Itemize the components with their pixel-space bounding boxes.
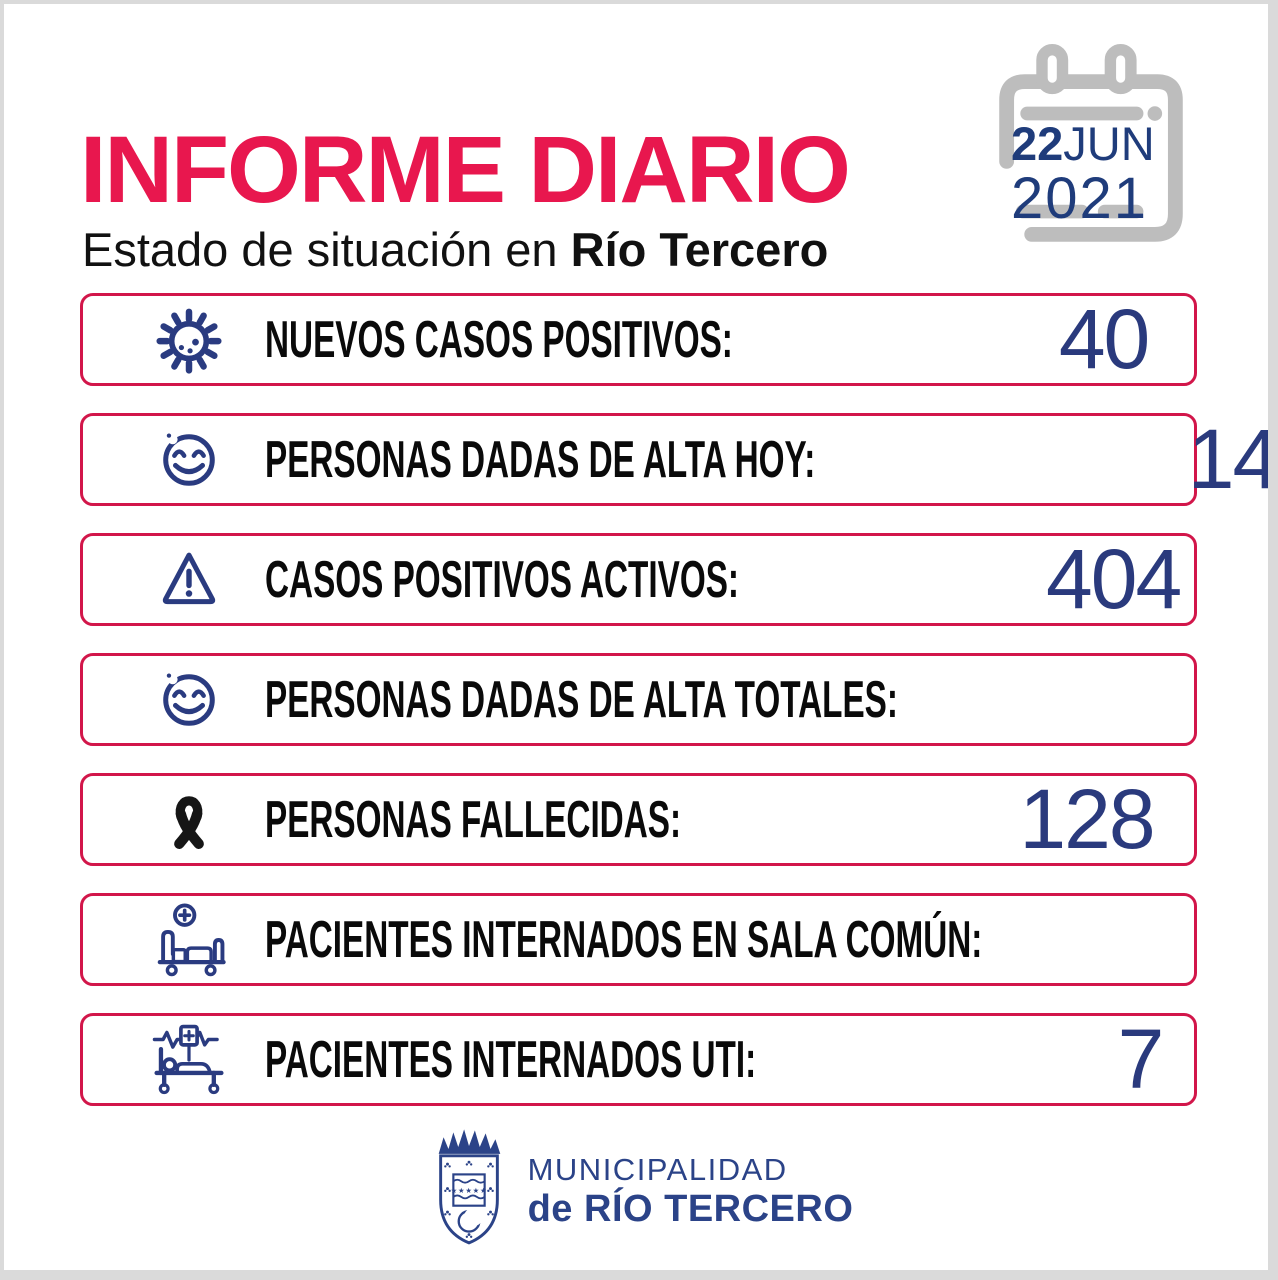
stat-label: PERSONAS DADAS DE ALTA HOY: xyxy=(265,430,816,489)
stat-label: PERSONAS FALLECIDAS: xyxy=(265,790,682,849)
org-name-line2: de RÍO TERCERO xyxy=(527,1187,854,1230)
page-subtitle: Estado de situación en Río Tercero xyxy=(82,226,849,273)
calendar-icon xyxy=(999,43,1183,242)
stat-row-fallecidas: PERSONAS FALLECIDAS: 128 xyxy=(80,772,1197,866)
header: INFORME DIARIO Estado de situación en Rí… xyxy=(80,117,851,274)
stat-label: PERSONAS DADAS DE ALTA TOTALES: xyxy=(265,670,898,729)
stat-value: 7 xyxy=(1117,1012,1165,1106)
stat-label: CASOS POSITIVOS ACTIVOS: xyxy=(265,550,739,609)
org-name-line1: MUNICIPALIDAD xyxy=(527,1152,788,1188)
calendar-year: 2021 xyxy=(1011,166,1149,231)
warning-icon xyxy=(139,541,239,619)
calendar-day: 22 xyxy=(1011,117,1064,170)
subtitle-city: Río Tercero xyxy=(570,223,829,276)
svg-text:★★★★★: ★★★★★ xyxy=(450,1186,487,1195)
stat-row-nuevos-casos: NUEVOS CASOS POSITIVOS: 40 xyxy=(80,292,1197,386)
calendar-widget: 22JUN 2021 xyxy=(977,36,1205,268)
stat-value: 128 xyxy=(1019,772,1155,866)
subtitle-prefix: Estado de situación en xyxy=(82,223,571,276)
calendar-date: 22JUN 2021 xyxy=(1011,120,1155,228)
stat-value: 404 xyxy=(1046,532,1182,626)
stat-row-uti: PACIENTES INTERNADOS UTI: 7 xyxy=(80,1012,1197,1106)
smiley-icon xyxy=(139,421,239,499)
stat-row-sala-comun: PACIENTES INTERNADOS EN SALA COMÚN: 8 xyxy=(80,893,1197,986)
virus-icon xyxy=(139,301,239,379)
icu-bed-icon xyxy=(139,1021,239,1099)
stat-row-casos-activos: CASOS POSITIVOS ACTIVOS: 404 xyxy=(80,532,1197,626)
stat-label: PACIENTES INTERNADOS UTI: xyxy=(265,1030,757,1089)
stat-row-altas-hoy: PERSONAS DADAS DE ALTA HOY: 14 xyxy=(80,412,1278,506)
stat-value: 5830 xyxy=(1254,651,1278,748)
hospital-bed-icon xyxy=(139,901,239,979)
calendar-month: JUN xyxy=(1063,117,1155,170)
smiley-icon xyxy=(139,661,239,739)
page-title: INFORME DIARIO xyxy=(80,117,851,223)
stats-list: NUEVOS CASOS POSITIVOS: 40 PERSONAS DADA… xyxy=(80,292,1278,1133)
stat-row-altas-totales: PERSONAS DADAS DE ALTA TOTALES: 5830 xyxy=(80,652,1278,746)
mourning-ribbon-icon xyxy=(139,781,239,859)
stat-label: NUEVOS CASOS POSITIVOS: xyxy=(265,310,733,369)
stat-label: PACIENTES INTERNADOS EN SALA COMÚN: xyxy=(265,910,983,969)
org-name: MUNICIPALIDAD de RÍO TERCERO xyxy=(528,1152,854,1231)
municipal-shield-logo: ★★★★★ xyxy=(438,1129,500,1245)
stat-value: 14 xyxy=(1187,412,1278,506)
stat-value: 40 xyxy=(1058,292,1150,386)
footer: ★★★★★ MUNICIPALIDAD de RÍO TERCERO xyxy=(0,1126,1278,1258)
